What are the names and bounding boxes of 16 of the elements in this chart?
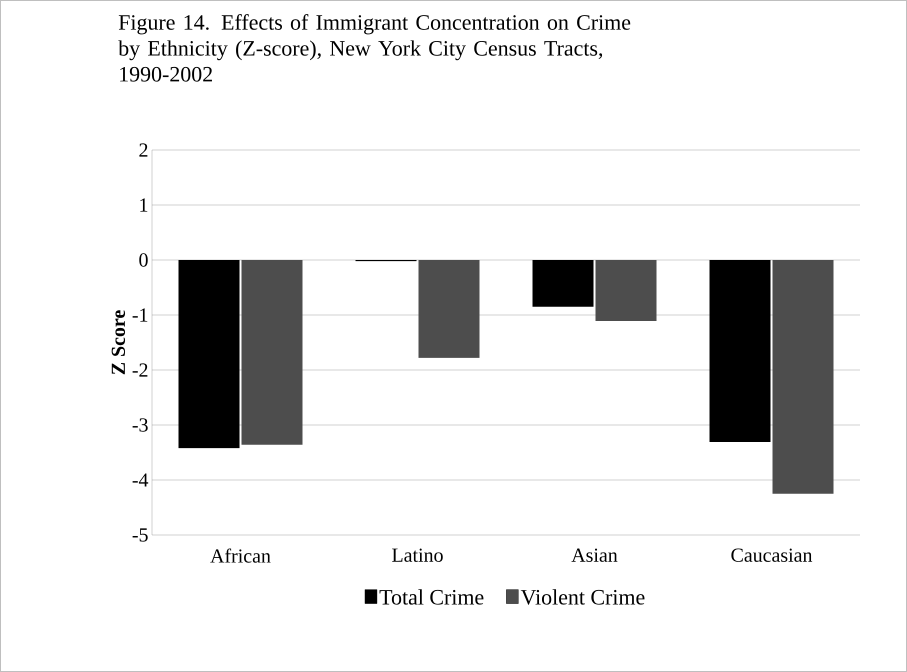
x-tick-label: Caucasian [731, 548, 812, 562]
y-tick-label: -2 [132, 363, 148, 377]
y-tick-label: -4 [132, 473, 148, 487]
y-tick-label: 0 [139, 253, 148, 267]
legend-label: Violent Crime [520, 589, 644, 605]
y-tick-label: -3 [132, 418, 148, 432]
y-axis-title: Z Score [112, 310, 126, 374]
legend-label: Total Crime [380, 589, 484, 605]
x-tick-label: Asian [571, 548, 618, 562]
x-tick-label: African [210, 548, 271, 563]
y-tick-label: -1 [132, 308, 148, 322]
x-tick-label: Latino [392, 548, 443, 562]
y-tick-label: 1 [140, 198, 148, 212]
y-tick-label: 2 [139, 143, 148, 157]
chart-title: Figure 14. Effects of Immigrant Concentration on Crime by Ethnicity (Z-score), New York City Census Tracts, 1990-2002 [118, 14, 630, 82]
y-tick-label: -5 [132, 528, 148, 542]
